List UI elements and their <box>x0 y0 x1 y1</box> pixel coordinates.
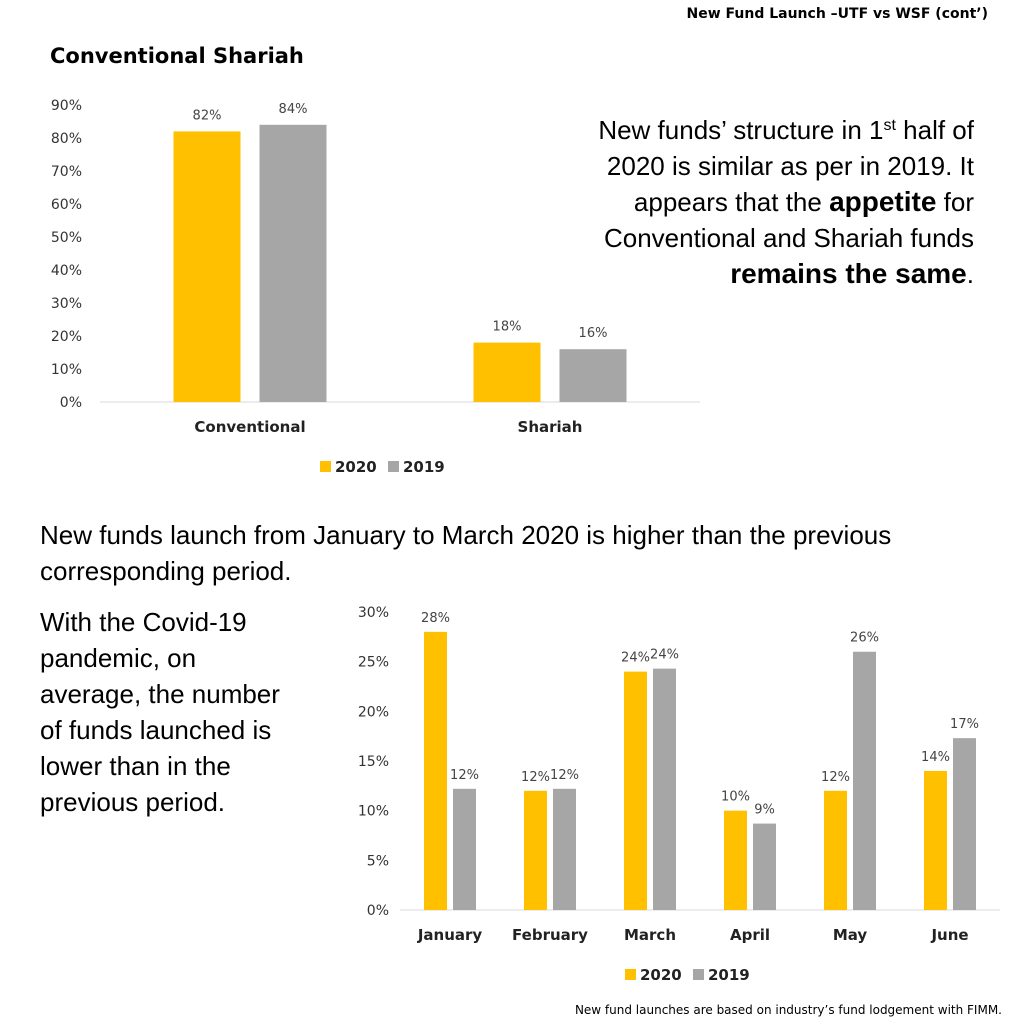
data-label-2020-june: 14% <box>921 750 950 765</box>
data-label-2020-conventional: 82% <box>193 108 222 123</box>
y-tick-label: 40% <box>51 263 82 279</box>
covid-note: With the Covid-19 pandemic, on average, … <box>40 607 280 817</box>
y-tick-label: 20% <box>51 329 82 345</box>
legend-label-2019: 2019 <box>708 966 750 984</box>
slide-title: New Fund Launch –UTF vs WSF (cont’) <box>686 6 989 22</box>
legend-label-2020: 2020 <box>640 966 682 984</box>
data-label-2019-april: 9% <box>754 803 775 818</box>
bar-2020-shariah <box>473 342 541 402</box>
bar-2020-may <box>824 790 847 910</box>
bar-2019-march <box>653 668 676 910</box>
legend-swatch-2019 <box>388 461 399 472</box>
bar-2019-february <box>553 788 576 910</box>
bar-2020-march <box>624 671 647 910</box>
footnote: New fund launches are based on industry’… <box>574 1003 1002 1017</box>
x-tick-label: March <box>624 926 676 944</box>
appetite-emphasis: appetite <box>829 186 937 217</box>
legend-swatch-2020 <box>320 461 331 472</box>
y-tick-label: 20% <box>358 704 389 720</box>
remains-emphasis: remains the same <box>730 258 967 289</box>
legend-label-2019: 2019 <box>403 458 445 476</box>
y-tick-label: 30% <box>358 605 389 621</box>
x-tick-label: May <box>833 926 868 944</box>
y-tick-label: 70% <box>51 164 82 180</box>
data-label-2019-june: 17% <box>950 717 979 732</box>
data-label-2020-shariah: 18% <box>493 320 522 335</box>
bar-2020-february <box>524 790 547 910</box>
bar-2019-january <box>453 788 476 910</box>
data-label-2020-may: 12% <box>821 770 850 785</box>
chart1-title: Conventional Shariah <box>50 44 304 68</box>
y-tick-label: 25% <box>358 655 389 671</box>
y-tick-label: 10% <box>358 804 389 820</box>
x-tick-label: January <box>417 926 483 944</box>
data-label-2019-february: 12% <box>550 768 579 783</box>
y-tick-label: 50% <box>51 230 82 246</box>
data-label-2019-may: 26% <box>850 631 879 646</box>
y-tick-label: 10% <box>51 362 82 378</box>
data-label-2019-conventional: 84% <box>279 102 308 117</box>
x-tick-label: Conventional <box>194 418 305 436</box>
legend-swatch-2019 <box>693 969 704 980</box>
x-tick-label: February <box>512 926 588 944</box>
data-label-2020-january: 28% <box>421 611 450 626</box>
y-tick-label: 80% <box>51 131 82 147</box>
data-label-2020-march: 24% <box>621 651 650 666</box>
bar-2020-april <box>724 810 747 910</box>
x-tick-label: April <box>730 926 770 944</box>
bar-2020-january <box>424 631 447 910</box>
legend-label-2020: 2020 <box>335 458 377 476</box>
x-tick-label: June <box>930 926 968 944</box>
legend-swatch-2020 <box>625 969 636 980</box>
structure-note: New funds’ structure in 1st half of 2020… <box>598 115 974 289</box>
data-label-2019-january: 12% <box>450 768 479 783</box>
y-tick-label: 15% <box>358 754 389 770</box>
bar-2019-conventional <box>259 124 327 403</box>
data-label-2019-shariah: 16% <box>579 326 608 341</box>
y-tick-label: 90% <box>51 98 82 114</box>
bar-2019-april <box>753 823 776 910</box>
data-label-2020-february: 12% <box>521 770 550 785</box>
y-tick-label: 5% <box>367 853 389 869</box>
y-tick-label: 0% <box>60 395 82 411</box>
y-tick-label: 30% <box>51 296 82 312</box>
data-label-2020-april: 10% <box>721 790 750 805</box>
launch-note: New funds launch from January to March 2… <box>40 520 892 586</box>
bar-2019-may <box>853 651 876 910</box>
data-label-2019-march: 24% <box>650 648 679 663</box>
bar-2020-conventional <box>173 131 241 402</box>
bar-2019-shariah <box>559 349 627 402</box>
y-tick-label: 60% <box>51 197 82 213</box>
bar-2019-june <box>953 738 976 910</box>
y-tick-label: 0% <box>367 903 389 919</box>
x-tick-label: Shariah <box>518 418 583 436</box>
bar-2020-june <box>924 770 947 910</box>
